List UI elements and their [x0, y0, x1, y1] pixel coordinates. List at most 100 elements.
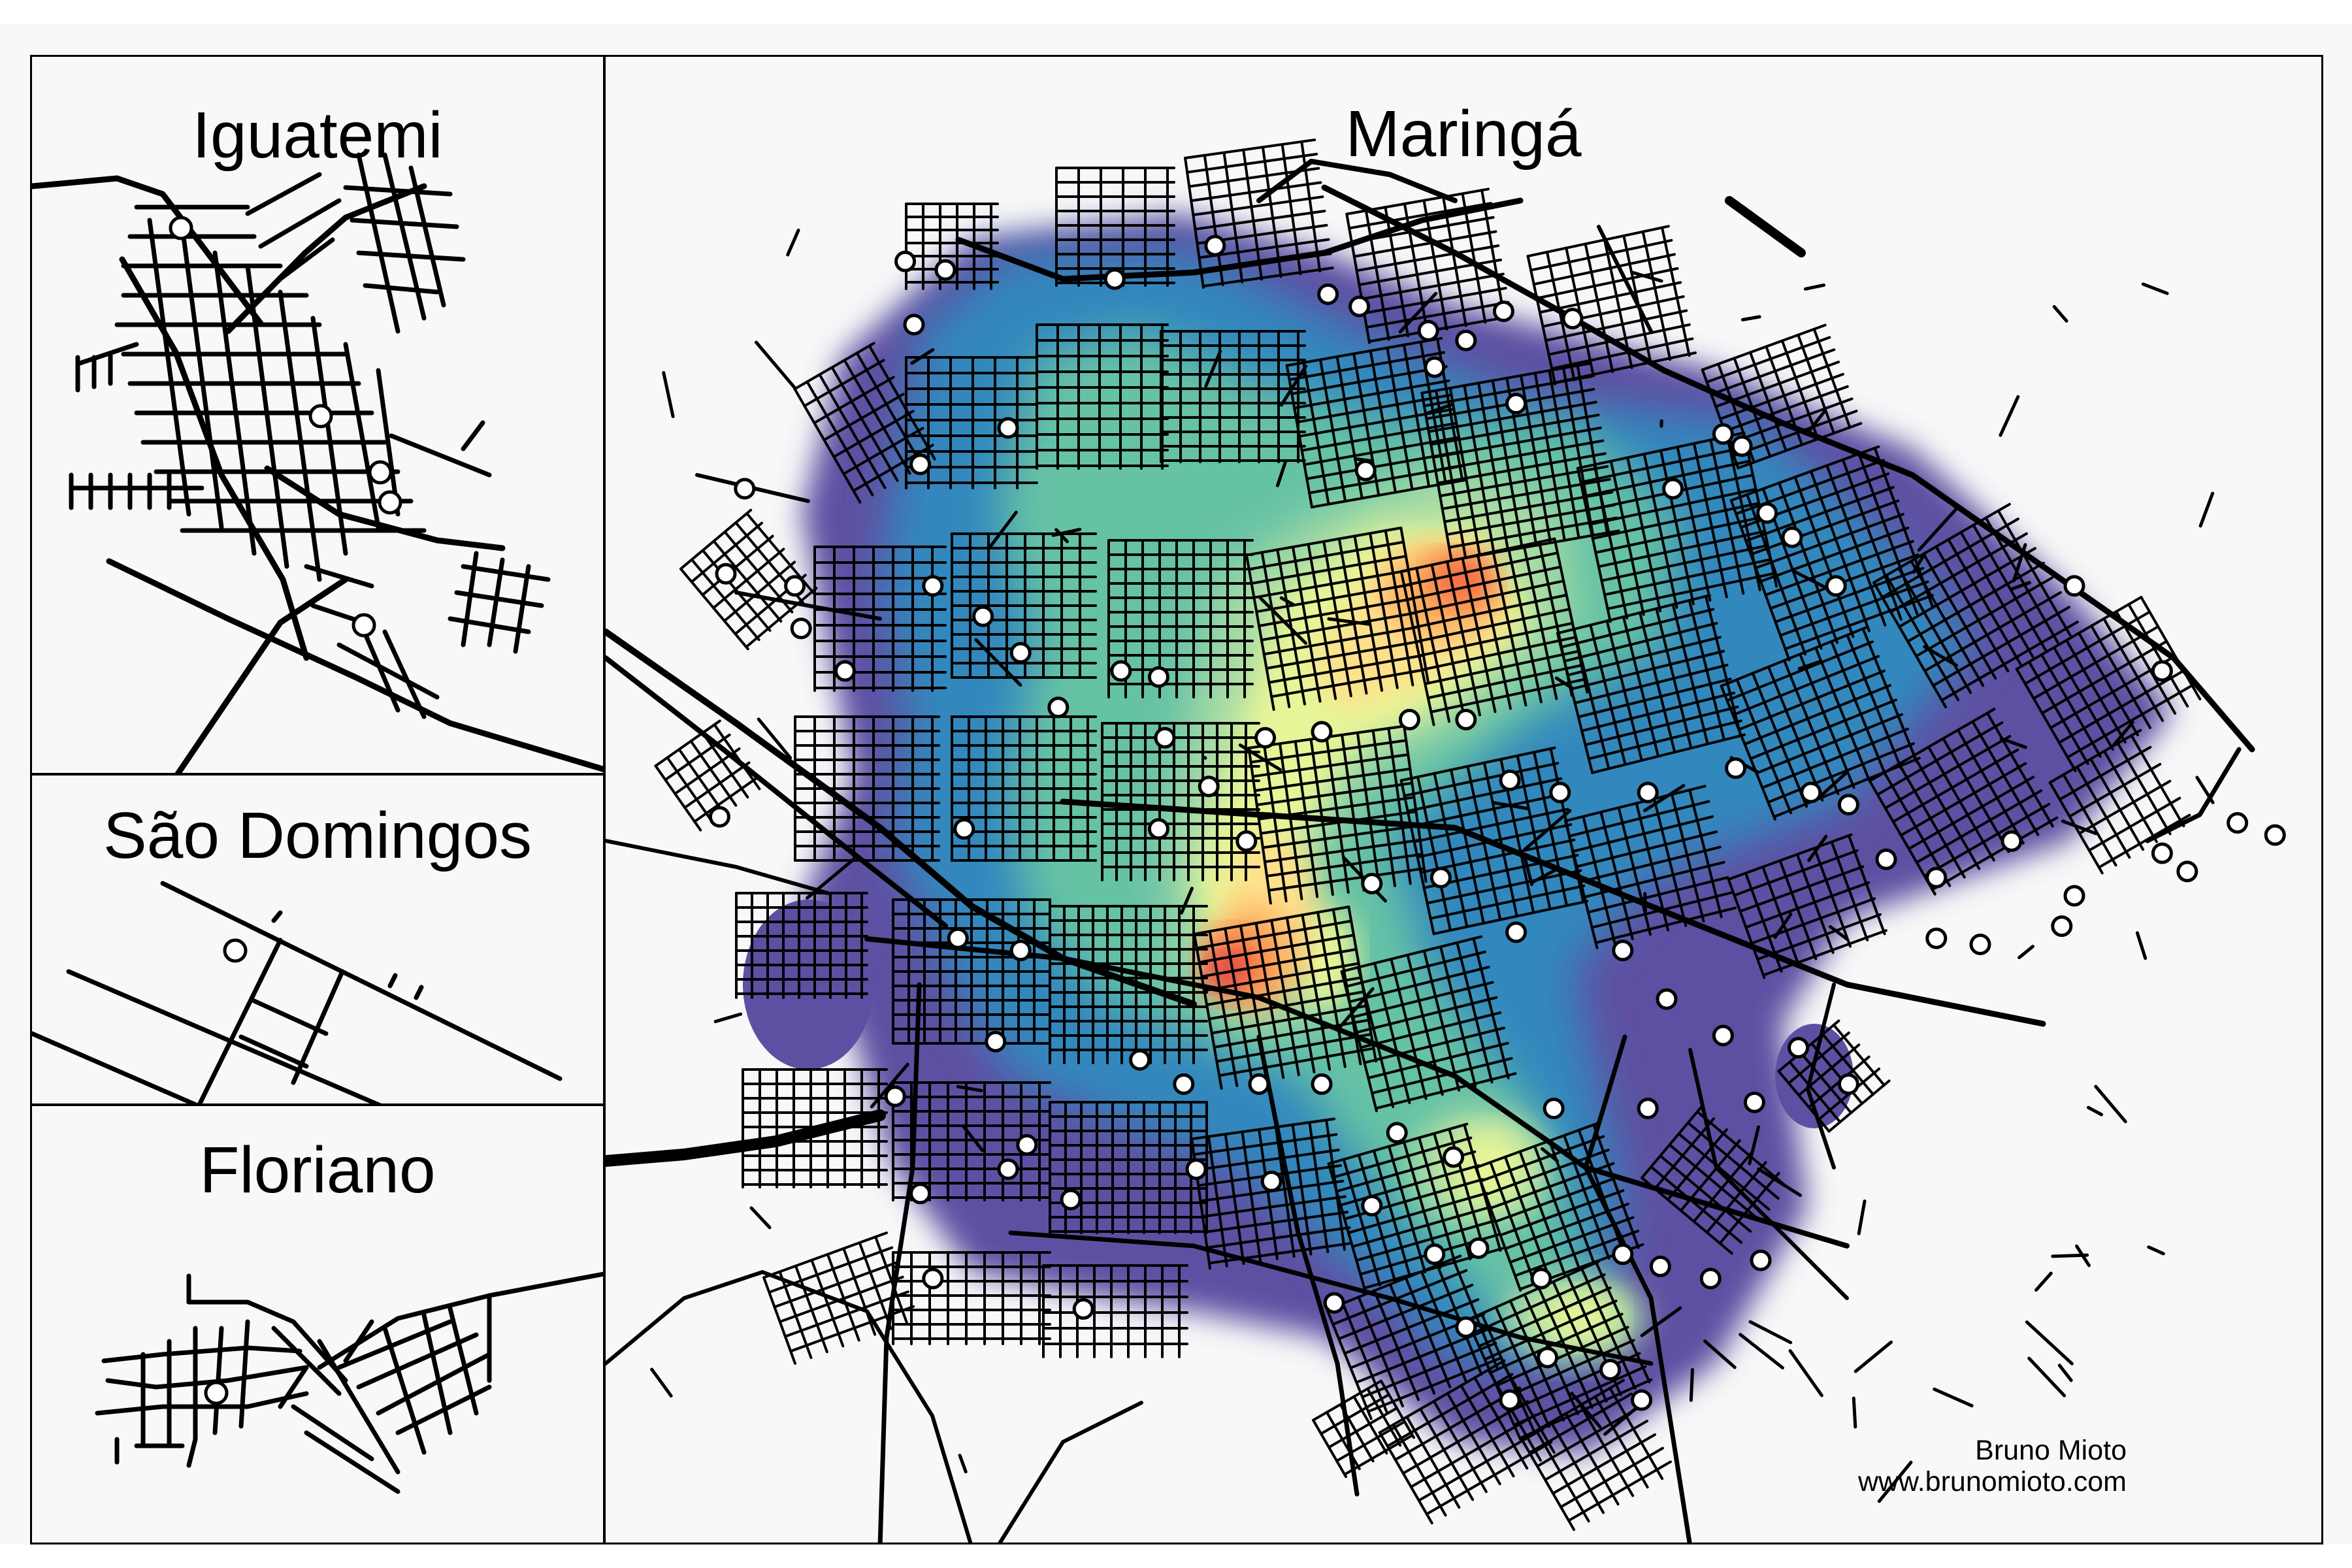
location-marker	[1386, 1122, 1408, 1144]
road-iguatemi-north	[32, 175, 264, 327]
sao-domingos-panel: São Domingos	[30, 774, 605, 1105]
map-sheet: Iguatemi	[0, 24, 2352, 1544]
maringa-panel: Maringá	[604, 55, 2323, 1544]
road-sao-domingos-west	[32, 1031, 199, 1103]
credit-author: Bruno Mioto	[1975, 1435, 2127, 1466]
location-marker	[1662, 478, 1684, 500]
road-iguatemi-east	[264, 465, 506, 551]
location-marker	[1260, 1170, 1282, 1192]
location-marker	[2264, 824, 2286, 846]
location-marker	[1254, 727, 1277, 749]
location-marker	[1060, 1188, 1082, 1211]
location-marker	[1612, 1243, 1634, 1266]
location-marker	[1147, 666, 1169, 688]
road-floriano-west	[105, 1365, 309, 1390]
maringa-street-network	[606, 139, 2255, 1543]
location-marker	[1505, 921, 1527, 943]
location-marker	[1800, 781, 1822, 804]
maringa-markers	[708, 235, 2286, 1411]
location-marker	[1537, 1347, 1559, 1369]
location-marker	[1009, 939, 1032, 962]
location-marker	[1455, 329, 1477, 351]
sao-domingos-street-map	[32, 881, 563, 1103]
location-marker	[2176, 860, 2198, 883]
location-marker	[1549, 781, 1571, 804]
road-iguatemi-south	[106, 558, 603, 772]
location-marker	[1110, 660, 1132, 682]
location-marker	[1499, 769, 1521, 791]
location-marker	[715, 563, 737, 585]
location-marker	[1311, 1073, 1333, 1095]
location-marker	[1499, 1389, 1521, 1411]
road-iguatemi-central	[119, 256, 310, 661]
location-marker	[368, 460, 393, 485]
iguatemi-cul-de-sacs-west	[69, 342, 204, 510]
location-marker	[1788, 1037, 1810, 1059]
location-marker	[1925, 866, 1948, 889]
location-marker	[1612, 939, 1634, 962]
location-marker	[351, 613, 376, 638]
location-marker	[1429, 866, 1452, 889]
location-marker	[2063, 885, 2085, 907]
location-marker	[1424, 356, 1446, 378]
location-marker	[204, 1380, 229, 1405]
density-level-1-west	[743, 900, 874, 1070]
location-marker	[1712, 1024, 1734, 1047]
location-marker	[1699, 1267, 1722, 1290]
location-marker	[223, 938, 248, 963]
location-marker	[1837, 1073, 1859, 1095]
location-marker	[1398, 708, 1420, 730]
location-marker	[1103, 268, 1126, 290]
location-marker	[1731, 435, 1753, 457]
location-marker	[734, 478, 756, 500]
location-marker	[1317, 283, 1339, 305]
location-marker	[1443, 1146, 1465, 1168]
maringa-density-map	[606, 139, 2286, 1543]
location-marker	[1637, 781, 1659, 804]
location-marker	[1599, 1359, 1622, 1380]
location-marker	[997, 417, 1019, 439]
location-marker	[1129, 1049, 1151, 1071]
iguatemi-grid	[114, 204, 427, 582]
location-marker	[790, 617, 812, 640]
location-marker	[1875, 848, 1897, 870]
location-marker	[1047, 696, 1070, 719]
road-iguatemi-southwest	[174, 576, 349, 773]
road-sao-domingos-main	[160, 881, 563, 1081]
location-marker	[1530, 1267, 1552, 1290]
location-marker	[1147, 818, 1169, 840]
location-marker	[308, 404, 333, 429]
location-marker	[1154, 727, 1176, 749]
location-marker	[1072, 1298, 1094, 1320]
location-marker	[2001, 830, 2023, 852]
road-artery-west	[606, 629, 1197, 1007]
location-marker	[909, 453, 932, 476]
iguatemi-southeast-grid	[304, 420, 551, 719]
location-marker	[922, 1267, 944, 1290]
location-marker	[2151, 660, 2173, 682]
location-marker	[1009, 642, 1032, 664]
location-marker	[1712, 423, 1734, 445]
location-marker	[953, 818, 975, 840]
location-marker	[1505, 393, 1527, 415]
location-marker	[1656, 988, 1678, 1010]
iguatemi-panel: Iguatemi	[30, 55, 605, 775]
location-marker	[1323, 1292, 1345, 1314]
location-marker	[2227, 812, 2249, 834]
floriano-street-map	[95, 1271, 603, 1494]
location-marker	[1311, 721, 1333, 743]
credit-website: www.brunomioto.com	[1857, 1466, 2127, 1497]
maringa-title: Maringá	[1345, 97, 1582, 171]
iguatemi-street-map	[32, 152, 603, 773]
location-marker	[1417, 319, 1439, 342]
location-marker	[1173, 1073, 1195, 1095]
location-marker	[909, 1183, 932, 1205]
location-marker	[2063, 575, 2085, 597]
floriano-title: Floriano	[199, 1134, 436, 1207]
location-marker	[784, 575, 806, 597]
location-marker	[894, 250, 917, 272]
location-marker	[1925, 927, 1948, 949]
location-marker	[708, 806, 730, 828]
road-floriano-north	[186, 1299, 348, 1383]
location-marker	[1235, 830, 1258, 852]
